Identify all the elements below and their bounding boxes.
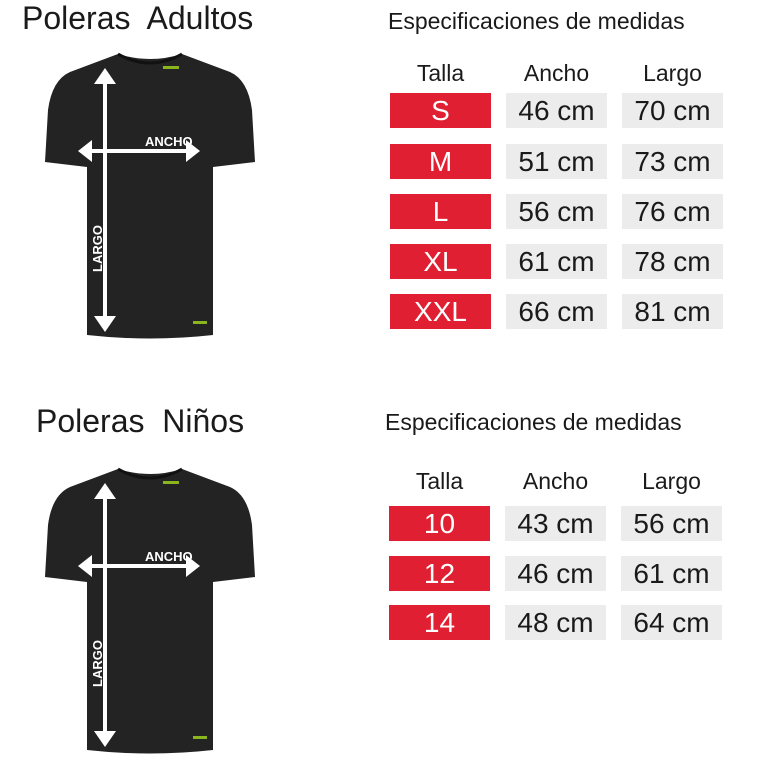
adults-title: Poleras Adultos	[22, 0, 254, 36]
adult-tshirt-image: ANCHO LARGO	[45, 52, 255, 339]
size-label: 10	[389, 506, 490, 541]
size-label: L	[390, 194, 491, 229]
largo-value: 64 cm	[621, 605, 722, 640]
size-label: XXL	[390, 294, 491, 329]
header-largo: Largo	[643, 60, 702, 86]
largo-value: 78 cm	[622, 244, 723, 279]
header-talla: Talla	[415, 468, 464, 494]
size-label: 12	[389, 556, 490, 591]
kids-title: Poleras Niños	[36, 403, 245, 439]
logo-icon	[163, 481, 179, 484]
largo-value: 61 cm	[621, 556, 722, 591]
logo-icon	[193, 736, 207, 739]
length-label: LARGO	[90, 225, 105, 272]
largo-value: 73 cm	[622, 144, 723, 179]
kids-spec-title: Especificaciones de medidas	[385, 409, 682, 435]
kids-tshirt-image: ANCHO LARGO	[45, 467, 255, 754]
header-talla: Talla	[416, 60, 465, 86]
largo-value: 56 cm	[621, 506, 722, 541]
width-label: ANCHO	[145, 549, 193, 564]
logo-icon	[163, 66, 179, 69]
adults-spec-title: Especificaciones de medidas	[388, 8, 685, 34]
largo-value: 81 cm	[622, 294, 723, 329]
size-label: XL	[390, 244, 491, 279]
header-largo: Largo	[642, 468, 701, 494]
ancho-value: 43 cm	[505, 506, 606, 541]
length-arrow-icon	[94, 483, 116, 747]
ancho-value: 51 cm	[506, 144, 607, 179]
width-arrow-icon	[78, 555, 200, 577]
header-ancho: Ancho	[523, 60, 590, 86]
length-label: LARGO	[90, 640, 105, 687]
width-arrow-icon	[78, 140, 200, 162]
length-arrow-icon	[94, 68, 116, 332]
ancho-value: 66 cm	[506, 294, 607, 329]
size-label: S	[390, 93, 491, 128]
width-label: ANCHO	[145, 134, 193, 149]
largo-value: 70 cm	[622, 93, 723, 128]
ancho-value: 48 cm	[505, 605, 606, 640]
ancho-value: 56 cm	[506, 194, 607, 229]
header-ancho: Ancho	[522, 468, 589, 494]
largo-value: 76 cm	[622, 194, 723, 229]
logo-icon	[193, 321, 207, 324]
ancho-value: 61 cm	[506, 244, 607, 279]
size-label: 14	[389, 605, 490, 640]
ancho-value: 46 cm	[506, 93, 607, 128]
size-label: M	[390, 144, 491, 179]
ancho-value: 46 cm	[505, 556, 606, 591]
